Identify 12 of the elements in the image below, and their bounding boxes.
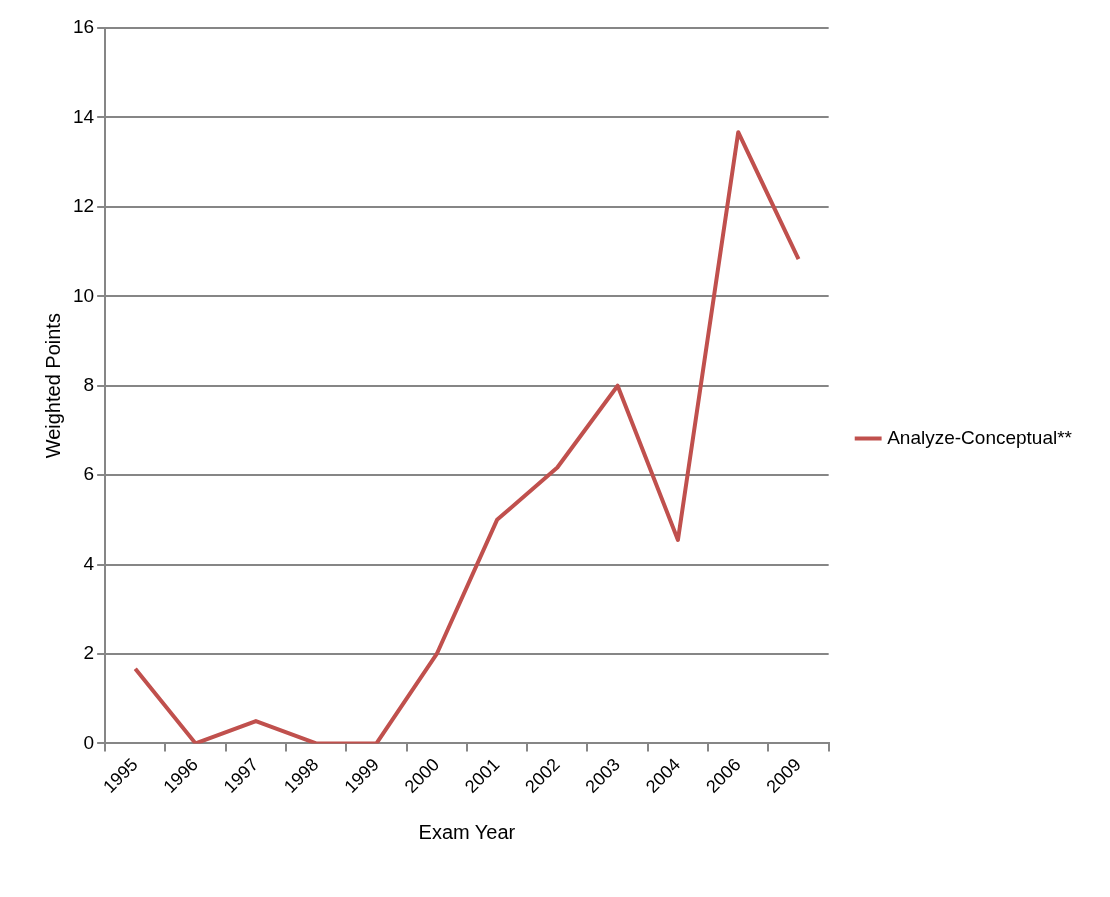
y-tick-label: 8 — [83, 373, 95, 395]
y-tick-label: 14 — [72, 105, 95, 127]
x-axis-title: Exam Year — [418, 820, 516, 843]
legend-label: Analyze-Conceptual** — [887, 426, 1073, 448]
y-tick-label: 2 — [83, 642, 95, 664]
y-tick-label: 10 — [72, 284, 95, 306]
y-tick-label: 4 — [83, 552, 95, 574]
y-tick-label: 6 — [83, 463, 95, 485]
y-axis-title: Weighted Points — [41, 313, 64, 459]
y-tick-label: 12 — [72, 195, 95, 217]
y-tick-label: 0 — [83, 731, 95, 753]
y-tick-label: 16 — [72, 16, 95, 38]
